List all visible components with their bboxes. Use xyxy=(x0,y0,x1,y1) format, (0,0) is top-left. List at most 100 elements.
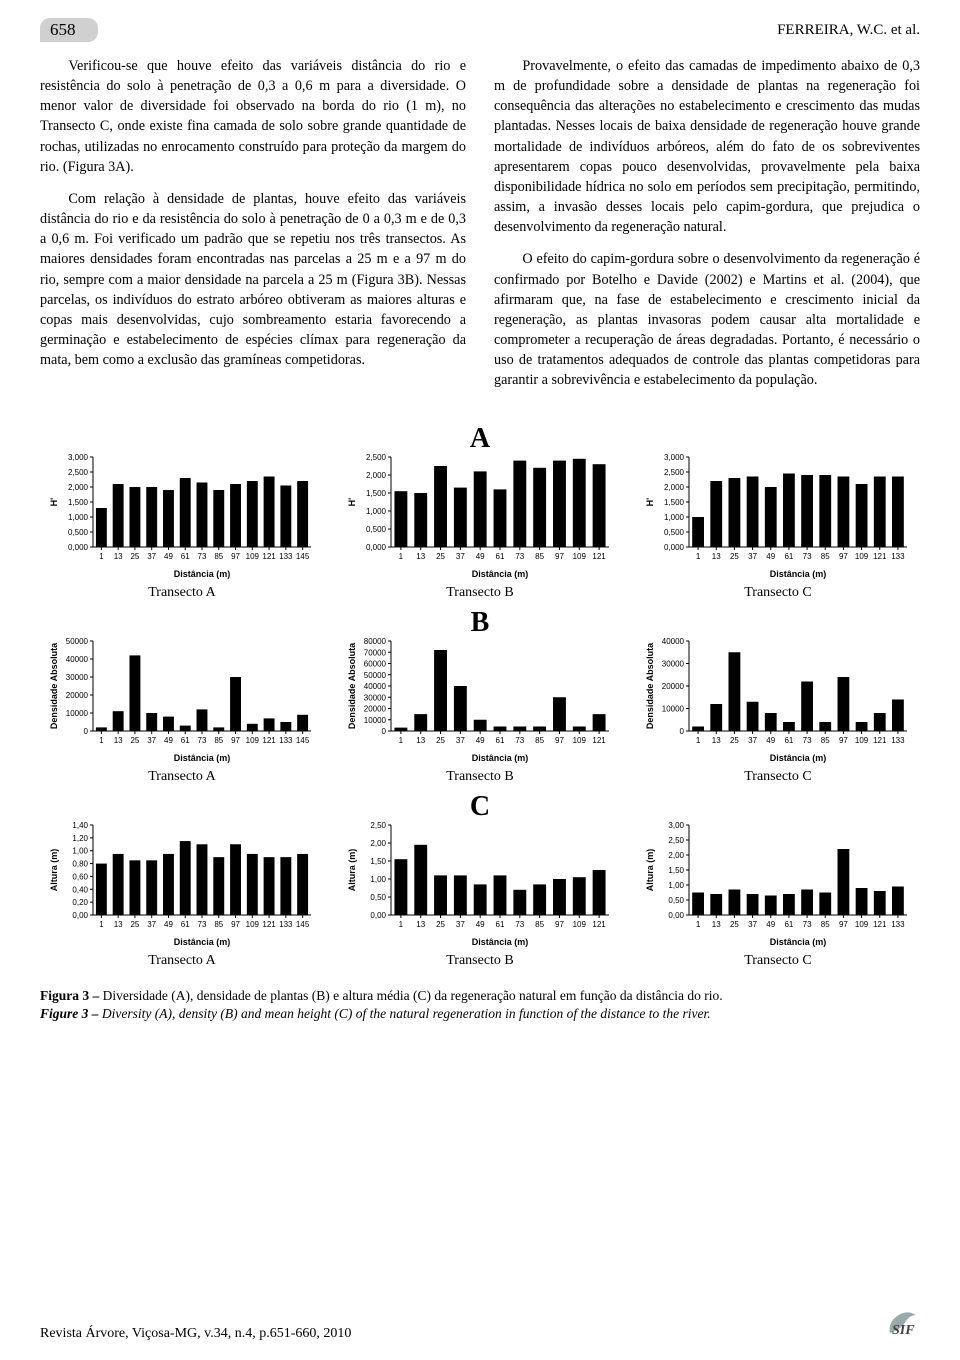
svg-text:1: 1 xyxy=(99,552,104,561)
svg-text:109: 109 xyxy=(855,552,869,561)
svg-text:1: 1 xyxy=(99,736,104,745)
svg-text:61: 61 xyxy=(784,552,793,561)
chart-row-B: 0100002000030000400005000011325374961738… xyxy=(40,635,920,785)
svg-text:109: 109 xyxy=(246,920,260,929)
svg-text:61: 61 xyxy=(496,920,505,929)
svg-text:1,000: 1,000 xyxy=(68,513,89,522)
paragraph: Provavelmente, o efeito das camadas de i… xyxy=(494,56,920,237)
svg-text:1: 1 xyxy=(399,552,404,561)
svg-text:73: 73 xyxy=(515,552,524,561)
bar xyxy=(710,704,722,731)
bar-chart: 0100002000030000400005000060000700008000… xyxy=(345,635,615,765)
chart-cell: 0100002000030000400005000060000700008000… xyxy=(338,635,622,785)
bar xyxy=(692,517,704,547)
transect-label: Transecto C xyxy=(744,769,812,785)
bar xyxy=(692,892,704,915)
svg-text:30000: 30000 xyxy=(66,673,89,682)
bar xyxy=(747,894,759,915)
bar xyxy=(230,677,241,731)
svg-text:30000: 30000 xyxy=(662,659,685,668)
svg-text:2,00: 2,00 xyxy=(370,839,386,848)
svg-text:10000: 10000 xyxy=(66,709,89,718)
svg-text:73: 73 xyxy=(515,920,524,929)
bar xyxy=(434,875,447,915)
chart-cell: 0100002000030000400005000011325374961738… xyxy=(40,635,324,785)
bar xyxy=(230,484,241,547)
svg-text:97: 97 xyxy=(231,736,240,745)
svg-text:13: 13 xyxy=(416,552,425,561)
paragraph: Com relação à densidade de plantas, houv… xyxy=(40,189,466,370)
svg-text:97: 97 xyxy=(231,920,240,929)
journal-line: Revista Árvore, Viçosa-MG, v.34, n.4, p.… xyxy=(40,1326,351,1342)
bar xyxy=(838,849,850,915)
svg-text:2,000: 2,000 xyxy=(366,471,387,480)
bar xyxy=(710,894,722,915)
svg-text:0,000: 0,000 xyxy=(68,543,89,552)
bar xyxy=(494,489,507,547)
svg-text:10000: 10000 xyxy=(364,715,387,724)
bar xyxy=(434,466,447,547)
bar xyxy=(729,889,741,915)
svg-text:40000: 40000 xyxy=(364,682,387,691)
svg-text:1: 1 xyxy=(696,736,701,745)
transect-label: Transecto B xyxy=(446,585,514,601)
caption-en-prefix: Figure 3 – xyxy=(40,1006,102,1021)
svg-text:61: 61 xyxy=(496,552,505,561)
bar xyxy=(394,727,407,730)
svg-text:37: 37 xyxy=(147,920,156,929)
svg-text:121: 121 xyxy=(873,552,887,561)
svg-text:20000: 20000 xyxy=(662,682,685,691)
svg-text:0: 0 xyxy=(84,727,89,736)
svg-text:61: 61 xyxy=(496,736,505,745)
svg-text:40000: 40000 xyxy=(66,655,89,664)
svg-text:121: 121 xyxy=(262,920,276,929)
caption-pt-prefix: Figura 3 – xyxy=(40,988,103,1003)
svg-text:61: 61 xyxy=(181,552,190,561)
svg-text:133: 133 xyxy=(279,736,293,745)
svg-text:37: 37 xyxy=(748,920,757,929)
bar xyxy=(801,681,813,731)
bar xyxy=(163,490,174,547)
svg-text:109: 109 xyxy=(855,736,869,745)
svg-text:0,40: 0,40 xyxy=(72,885,88,894)
svg-text:2,500: 2,500 xyxy=(664,468,685,477)
svg-text:Densidade Absoluta: Densidade Absoluta xyxy=(49,641,59,728)
svg-text:37: 37 xyxy=(456,920,465,929)
bar xyxy=(163,716,174,730)
bar-chart: 0,000,200,400,600,801,001,201,4011325374… xyxy=(47,819,317,949)
bar xyxy=(247,481,258,547)
svg-text:Distância (m): Distância (m) xyxy=(174,569,231,579)
svg-text:Distância (m): Distância (m) xyxy=(770,753,827,763)
svg-text:49: 49 xyxy=(476,920,485,929)
svg-text:1: 1 xyxy=(399,920,404,929)
bar-chart: 0,0000,5001,0001,5002,0002,5001132537496… xyxy=(345,451,615,581)
chart-cell: 0,0000,5001,0001,5002,0002,5001132537496… xyxy=(338,451,622,601)
svg-text:Distância (m): Distância (m) xyxy=(770,937,827,947)
svg-text:1,000: 1,000 xyxy=(664,513,685,522)
svg-text:145: 145 xyxy=(296,920,310,929)
caption-en: Diversity (A), density (B) and mean heig… xyxy=(102,1006,711,1021)
svg-text:37: 37 xyxy=(147,736,156,745)
bar xyxy=(264,857,275,915)
bar xyxy=(414,844,427,914)
bar xyxy=(553,697,566,731)
transect-label: Transecto A xyxy=(148,585,216,601)
bar xyxy=(247,723,258,730)
svg-text:85: 85 xyxy=(821,552,830,561)
bar xyxy=(230,844,241,915)
bar xyxy=(747,701,759,730)
bar xyxy=(513,889,526,914)
svg-text:37: 37 xyxy=(147,552,156,561)
svg-text:Distância (m): Distância (m) xyxy=(174,753,231,763)
svg-text:1,50: 1,50 xyxy=(370,857,386,866)
svg-text:50000: 50000 xyxy=(364,670,387,679)
svg-text:0,80: 0,80 xyxy=(72,859,88,868)
svg-text:13: 13 xyxy=(712,736,721,745)
svg-text:1: 1 xyxy=(99,920,104,929)
svg-text:0,50: 0,50 xyxy=(370,893,386,902)
transect-label: Transecto C xyxy=(744,585,812,601)
bar xyxy=(765,895,777,915)
svg-text:1,20: 1,20 xyxy=(72,833,88,842)
svg-text:13: 13 xyxy=(416,920,425,929)
svg-text:61: 61 xyxy=(181,736,190,745)
